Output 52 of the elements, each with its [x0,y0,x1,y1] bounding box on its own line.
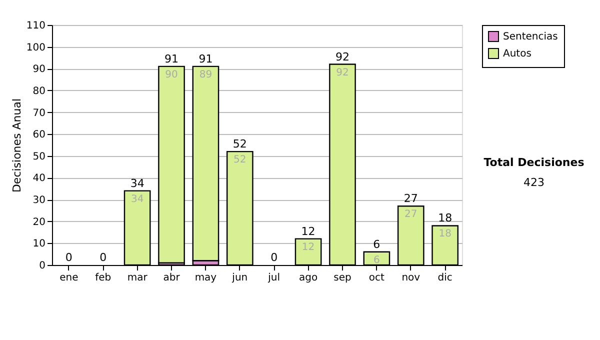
y-tick-label: 50 [32,151,46,162]
total-label: 0 [100,251,107,264]
data-label: 92 [336,67,349,78]
text: 423 [524,176,544,189]
total-label: 52 [232,138,247,151]
total-label: 6 [373,238,380,251]
x-tick-label: abr [163,272,181,284]
y-tick-label: 90 [32,64,46,76]
x-tick-label: may [194,272,217,284]
x-tick-label: ago [298,272,318,284]
y-tick-label: 80 [32,86,46,97]
data-label: 27 [404,209,418,220]
total-label: 0 [65,251,72,264]
data-label: 12 [302,242,315,253]
bar [158,66,185,264]
x-tick-label: dic [438,272,452,284]
total-label: 27 [404,192,418,206]
x-tick-label: sep [334,272,352,284]
data-label: 6 [373,254,380,266]
y-tick-label: 110 [26,20,46,32]
y-tick-label: 100 [26,42,46,54]
data-label: 89 [199,69,212,80]
y-tick-label: 0 [39,260,46,272]
y-tick-label: 60 [32,130,46,141]
total-label: 34 [130,176,144,190]
x-tick-label: jul [267,272,280,284]
y-axis-title: Decisiones Anual [10,98,24,193]
data-label: 52 [234,154,246,166]
data-label: 90 [165,69,178,80]
total-label: 91 [198,52,213,66]
data-label: 18 [438,228,452,240]
x-tick-label: oct [368,272,385,284]
total-label: 12 [301,224,316,238]
y-tick-label: 20 [32,216,46,228]
legend-label: Sentencias [503,32,558,42]
x-tick-label: mar [127,272,148,284]
y-tick-label: 40 [32,173,46,184]
total-label: 91 [164,52,179,66]
total-label: 92 [335,50,350,64]
bar [192,66,220,262]
x-tick-label: nov [402,272,420,284]
text: Total Decisiones [484,156,585,169]
total-label: 0 [270,251,278,264]
y-tick-label: 10 [32,238,46,250]
y-tick-label: 30 [32,195,46,206]
x-tick-label: jun [231,272,248,284]
x-tick-label: ene [60,272,78,284]
y-tick-label: 70 [32,108,46,119]
x-tick-label: feb [95,272,112,284]
data-label: 34 [130,194,144,205]
total-label: 18 [438,212,452,225]
legend-label: Autos [503,48,532,60]
